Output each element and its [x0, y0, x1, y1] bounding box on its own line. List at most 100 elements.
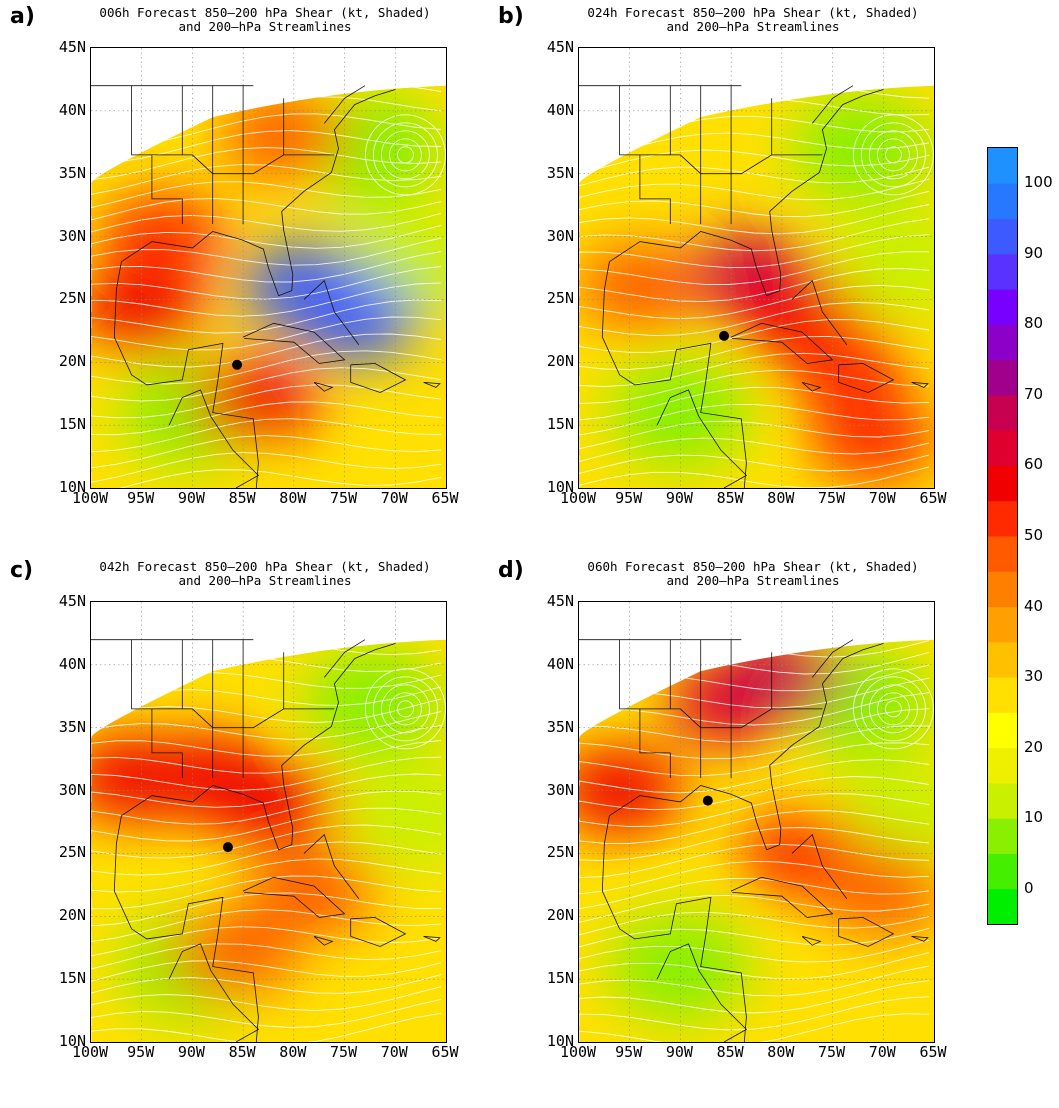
colorbar-swatch [988, 465, 1017, 502]
panel-title-line2: and 200–hPa Streamlines [666, 19, 840, 34]
map-svg [91, 602, 446, 1042]
high-shear-area [821, 849, 934, 934]
streamline [372, 676, 438, 742]
streamline [91, 130, 442, 165]
high-shear-area [811, 395, 934, 480]
lon-tick-label: 65W [431, 489, 459, 507]
border-line [151, 154, 183, 224]
border-line [609, 89, 884, 297]
streamline [579, 843, 930, 879]
lon-tick-label: 100W [71, 1043, 109, 1061]
lat-tick-label: 35N [58, 717, 86, 736]
colorbar-tick-label: 20 [1024, 737, 1044, 756]
streamline [91, 909, 442, 943]
lon-tick-label: 80W [279, 489, 307, 507]
map-area [578, 47, 935, 489]
lat-tick-label: 40N [546, 100, 574, 119]
colorbar-tick-label: 80 [1024, 314, 1044, 333]
streamline [876, 138, 910, 172]
lon-tick-label: 95W [127, 1043, 155, 1061]
lon-tick-label: 80W [767, 1043, 795, 1061]
panel-letter: d) [498, 558, 524, 583]
colorbar-swatch [988, 394, 1017, 431]
gridlines [579, 602, 934, 1042]
streamline [579, 301, 930, 337]
gridlines [91, 602, 446, 1042]
border-line [121, 643, 396, 851]
colorbar-swatch [988, 712, 1017, 749]
lon-tick-label: 100W [559, 489, 597, 507]
streamline [91, 773, 442, 808]
coastlines-borders [91, 85, 441, 488]
panel-title: 042h Forecast 850–200 hPa Shear (kt, Sha… [50, 560, 480, 588]
border-line [601, 261, 747, 488]
lat-tick-label: 20N [58, 352, 86, 371]
border-line [303, 279, 360, 345]
streamline [91, 316, 442, 351]
streamline [91, 350, 442, 385]
forecast-panel: b) 024h Forecast 850–200 hPa Shear (kt, S… [498, 4, 978, 554]
streamline [868, 684, 918, 734]
storm-center-marker [222, 842, 233, 853]
border-line [121, 89, 396, 297]
streamline [380, 130, 430, 180]
lat-tick-label: 45N [58, 38, 86, 56]
border-line [313, 936, 334, 946]
colorbar-tick-label: 70 [1024, 384, 1044, 403]
border-line [639, 154, 671, 224]
streamline [91, 367, 442, 402]
streamline [579, 927, 930, 948]
lon-tick-label: 90W [665, 489, 693, 507]
border-line [656, 389, 748, 488]
lon-tick-label: 95W [615, 489, 643, 507]
lon-tick-label: 80W [767, 489, 795, 507]
lon-tick-label: 65W [431, 1043, 459, 1061]
streamline [91, 435, 442, 469]
lat-tick-label: 30N [546, 226, 574, 245]
lat-tick-label: 45N [58, 592, 86, 610]
streamline [388, 692, 422, 726]
border-line [423, 382, 441, 388]
lon-tick-label: 65W [919, 1043, 947, 1061]
border-line [113, 261, 259, 488]
lon-tick-label: 70W [380, 489, 408, 507]
streamline [579, 284, 930, 320]
storm-center-marker [719, 330, 730, 341]
streamline [579, 894, 930, 923]
streamline [91, 237, 442, 266]
streamline [579, 725, 930, 760]
streamline [579, 965, 930, 997]
colorbar-swatch [988, 183, 1017, 220]
colorbar-swatch [988, 289, 1017, 325]
border-line [151, 708, 183, 778]
streamline [579, 827, 930, 862]
border-line [656, 943, 748, 1042]
colorbar-tick-label: 90 [1024, 243, 1044, 262]
coastlines-borders [579, 85, 929, 488]
streamline [91, 401, 442, 436]
lat-tick-label: 45N [546, 592, 574, 610]
colorbar-tick-label: 50 [1024, 526, 1044, 544]
colorbar-tick-label: 30 [1024, 667, 1044, 686]
lat-tick-label: 40N [546, 654, 574, 673]
panel-title: 024h Forecast 850–200 hPa Shear (kt, Sha… [538, 6, 968, 34]
streamline [579, 776, 930, 811]
outside-domain-mask [579, 602, 934, 738]
colorbar-swatch [988, 853, 1017, 890]
streamline [91, 384, 442, 419]
lon-tick-label: 70W [380, 1043, 408, 1061]
border-line [350, 917, 407, 947]
colorbar-tick-label: 40 [1024, 596, 1044, 615]
panel-title-line2: and 200–hPa Streamlines [178, 19, 352, 34]
panel-letter: b) [498, 4, 524, 29]
storm-center-marker [702, 795, 713, 806]
lat-tick-label: 20N [546, 352, 574, 371]
colorbar-swatch [988, 430, 1017, 466]
lat-tick-label: 10N [58, 478, 86, 496]
colorbar-swatch [988, 782, 1017, 819]
border-line [168, 389, 260, 488]
streamline [579, 352, 930, 387]
lon-tick-label: 85W [716, 1043, 744, 1061]
border-line [791, 833, 848, 899]
streamline [579, 793, 930, 828]
